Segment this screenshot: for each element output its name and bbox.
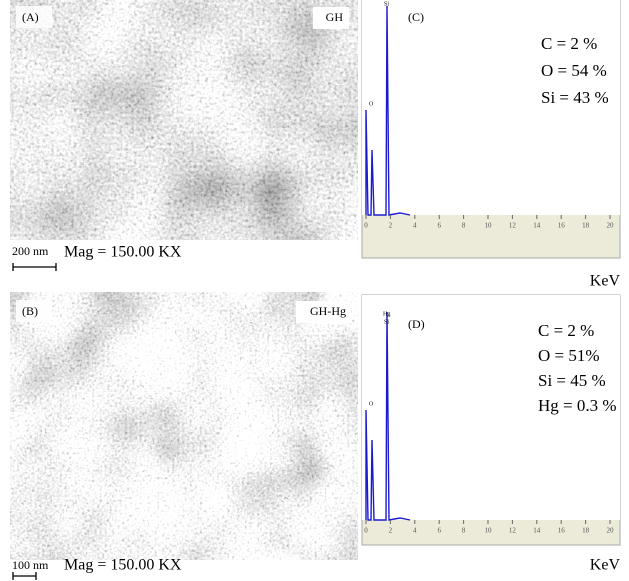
x-tick-label: 4 [413,527,417,535]
peak-label: O [369,401,374,407]
x-tick-label: 8 [462,222,466,230]
composition: O = 54 % [541,61,607,80]
composition: Hg = 0.3 % [538,396,617,415]
x-tick-label: 12 [509,222,517,230]
scale-bar [13,572,36,580]
peak-label: Si [384,319,389,325]
x-tick-label: 20 [607,222,615,230]
panel-label: (A) [22,10,39,24]
x-tick-label: 6 [437,222,441,230]
scale-text: 100 nm [12,558,49,572]
x-tick-label: 10 [485,527,493,535]
x-tick-label: 2 [389,222,393,230]
x-tick-label: 0 [364,222,368,230]
scale-bar [13,263,56,271]
x-tick-label: 8 [462,527,466,535]
x-tick-label: 14 [533,222,541,230]
sample-label: GH [326,10,344,24]
composition: Si = 43 % [541,88,609,107]
x-tick-label: 14 [533,527,541,535]
panel-label: (D) [408,317,425,331]
composition: C = 2 % [541,34,597,53]
x-axis-label: KeV [590,557,621,574]
peak-label: Hg [383,311,390,317]
x-tick-label: 2 [389,527,393,535]
x-tick-label: 6 [437,527,441,535]
x-tick-label: 16 [558,222,566,230]
x-tick-label: 18 [582,222,590,230]
x-tick-label: 4 [413,222,417,230]
x-axis-label: KeV [590,273,621,290]
scale-text: 200 nm [12,244,49,258]
spectrum-plot [362,0,620,215]
composition: Si = 45 % [538,371,606,390]
x-tick-label: 10 [485,222,493,230]
sem-image [10,0,358,240]
sample-label: GH-Hg [310,304,346,318]
magnification: Mag = 150.00 KX [64,244,182,261]
panel-label: (C) [408,10,424,24]
peak-label: Si [384,1,389,7]
panel-label: (B) [22,304,38,318]
x-tick-label: 20 [607,527,615,535]
peak-label: O [369,101,374,107]
x-tick-label: 18 [582,527,590,535]
composition: C = 2 % [538,321,594,340]
magnification: Mag = 150.00 KX [64,557,182,574]
x-tick-label: 16 [558,527,566,535]
composition: O = 51% [538,346,600,365]
sem-image [10,292,358,560]
x-tick-label: 0 [364,527,368,535]
figure: (A) GH 200 nm Mag = 150.00 KX (B) GH-Hg … [0,0,629,581]
x-tick-label: 12 [509,527,517,535]
